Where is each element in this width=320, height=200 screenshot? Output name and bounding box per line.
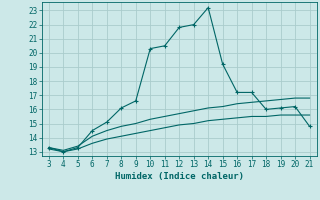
X-axis label: Humidex (Indice chaleur): Humidex (Indice chaleur) <box>115 172 244 181</box>
